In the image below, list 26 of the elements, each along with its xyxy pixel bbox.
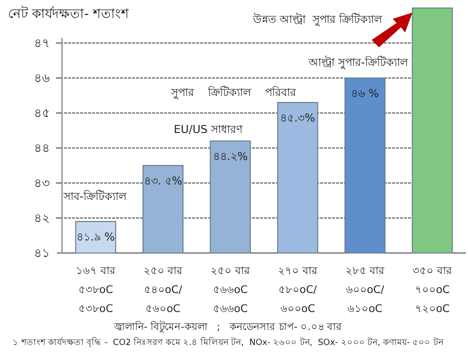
data-label: ৪১.৯ % [76, 230, 115, 244]
annotation: EU/US সাধারণ [174, 123, 243, 136]
x-tick-label: ২৫০ বার ৫৪০oC/ ৫৬০oC [143, 265, 184, 315]
data-label: ৪৪.২% [212, 150, 248, 163]
data-label: ৪৬ % [351, 87, 379, 100]
y-tick-label: ৪৩ [34, 176, 50, 190]
y-tick-label: ৪৬ [34, 71, 50, 85]
annotation: সাব-ক্রিটিক্যাল [62, 190, 128, 203]
y-tick-label: ৪৭ [34, 36, 50, 50]
annotation: সুপার ক্রিটিক্যাল পরিবার [170, 86, 297, 99]
annotation: আল্ট্রা সুপার-ক্রিটিক্যাল [308, 56, 409, 69]
x-tick-label: ১৬৭ বার ৫৩৮oC ৫৩৮oC [76, 265, 116, 315]
y-tick-label: ৪৪ [34, 141, 50, 155]
x-tick-label: ২৮৫ বার ৬০০oC/ ৬১০oC [345, 265, 386, 315]
y-tick-label: ৪৫ [34, 106, 50, 120]
x-tick-label: ৩৫০ বার ৭০০oC ৭২০oC [412, 265, 453, 315]
text: জ্বালানি- বিটুমেন-কয়লা ; কনডেনসার চাপ- ০.০৪ বার [112, 320, 342, 333]
data-label: ৪৫.৩% [280, 112, 316, 124]
y-tick-label: ৪২ [34, 211, 50, 225]
data-label: ৪৩. ৫% [144, 174, 182, 188]
chart-title: নেট কার্যদক্ষতা- শতাংশ [8, 6, 129, 22]
text: ১ শতাংশ কার্যদক্ষতা বৃদ্ধি - CO2 নিঃসরণ কমে ২.৪ মিলিয়ন টন, NOx- ২৬০০ টন, SOx- ২০০০ টন, কণাময়- ৫০০ টন [12, 336, 444, 348]
x-tick-label: ২৫০ বার ৫৬৬oC ৫৬৬oC [210, 265, 251, 315]
annotation: উন্নত আল্ট্রা সুপার ক্রিটিক্যাল [252, 13, 383, 26]
y-tick-label: ৪১ [34, 246, 50, 260]
x-tick-label: ২৭০ বার ৫৮০oC/ ৬০০oC [278, 265, 318, 315]
